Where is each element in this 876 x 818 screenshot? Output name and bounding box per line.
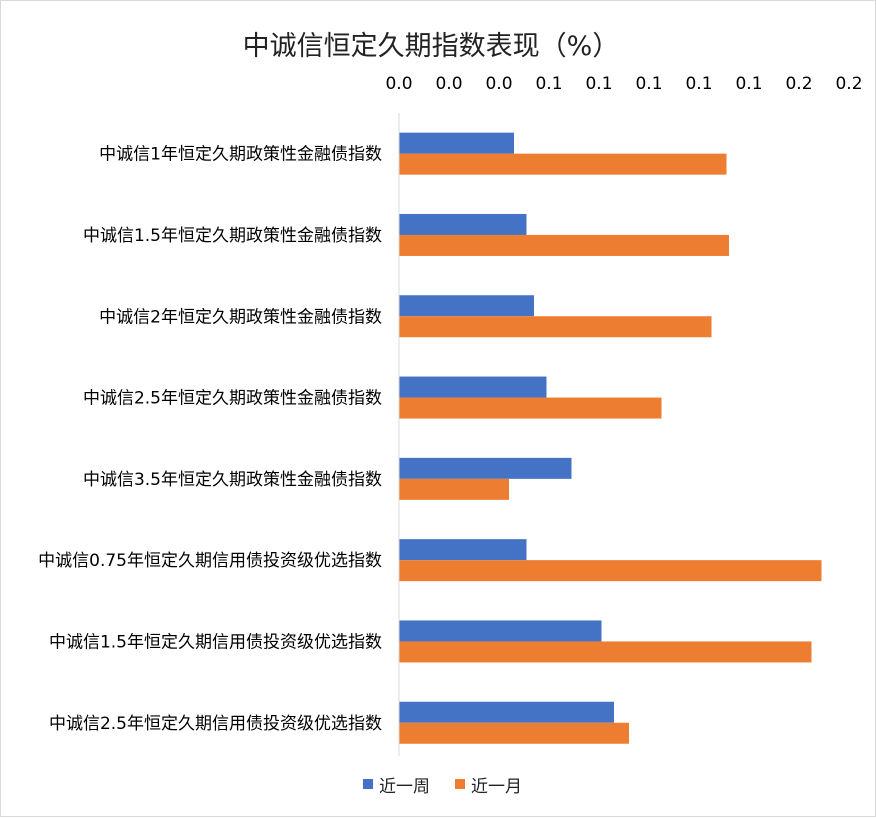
x-tick-label: 0.2 [835, 74, 862, 94]
category-label: 中诚信1.5年恒定久期政策性金融债指数 [83, 226, 382, 246]
category-label: 中诚信2年恒定久期政策性金融债指数 [99, 307, 382, 327]
x-tick-label: 0.0 [435, 74, 462, 94]
x-tick-label: 0.0 [485, 74, 512, 94]
bars [399, 132, 822, 744]
x-tick-label: 0.1 [585, 74, 612, 94]
legend-label: 近一月 [471, 777, 522, 797]
bar-month [399, 560, 822, 582]
x-tick-label: 0.1 [735, 74, 762, 94]
category-label: 中诚信2.5年恒定久期政策性金融债指数 [83, 389, 382, 409]
bar-week [399, 295, 534, 317]
bar-week [399, 132, 514, 154]
bar-week [399, 457, 572, 479]
x-axis-ticks: 0.0 0.0 0.0 0.1 0.1 0.1 0.1 0.1 0.2 0.2 [385, 74, 862, 94]
bar-month [399, 234, 729, 256]
bar-week [399, 701, 614, 723]
category-label: 中诚信1年恒定久期政策性金融债指数 [99, 145, 382, 165]
bar-week [399, 213, 527, 235]
x-tick-label: 0.1 [685, 74, 712, 94]
category-label: 中诚信1.5年恒定久期信用债投资级优选指数 [49, 632, 382, 652]
x-tick-label: 0.2 [785, 74, 812, 94]
legend-swatch [455, 779, 465, 789]
bar-month [399, 641, 812, 663]
bar-month [399, 316, 712, 338]
x-tick-label: 0.0 [385, 74, 412, 94]
chart-title: 中诚信恒定久期指数表现（%） [243, 31, 620, 62]
category-label: 中诚信3.5年恒定久期政策性金融债指数 [83, 470, 382, 490]
legend-swatch [363, 779, 373, 789]
bar-week [399, 620, 602, 642]
category-labels: 中诚信1年恒定久期政策性金融债指数中诚信1.5年恒定久期政策性金融债指数中诚信2… [38, 145, 382, 734]
x-tick-label: 0.1 [635, 74, 662, 94]
category-label: 中诚信0.75年恒定久期信用债投资级优选指数 [38, 551, 382, 571]
bar-month [399, 722, 629, 744]
category-label: 中诚信2.5年恒定久期信用债投资级优选指数 [49, 714, 382, 734]
legend-label: 近一周 [379, 777, 430, 797]
x-tick-label: 0.1 [535, 74, 562, 94]
legend: 近一周 近一月 [363, 777, 522, 797]
bar-month [399, 478, 509, 500]
bar-week [399, 539, 527, 561]
bar-month [399, 397, 662, 419]
bar-week [399, 376, 547, 398]
bar-month [399, 153, 727, 175]
